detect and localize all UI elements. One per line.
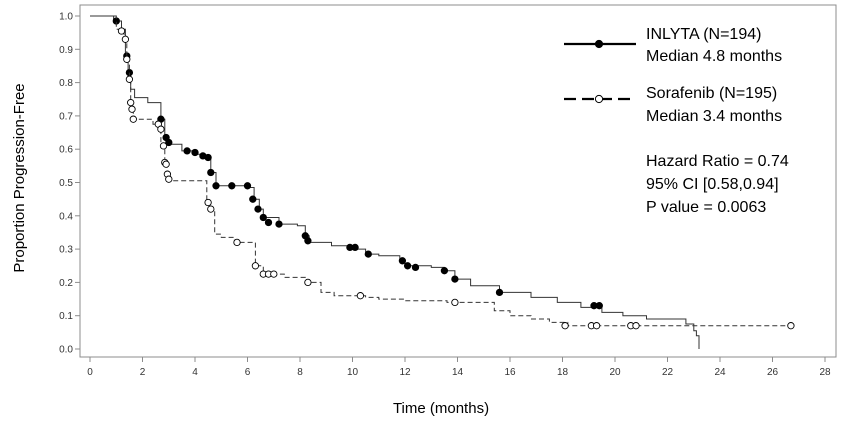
x-tick-label: 10 (347, 367, 359, 378)
censor-marker-sorafenib (592, 322, 601, 330)
stats-annotation: Hazard Ratio = 0.74 95% CI [0.58,0.94] P… (646, 153, 789, 216)
series-layer (90, 15, 795, 349)
x-tick-label: 0 (87, 367, 93, 378)
censor-marker-inlyta (228, 182, 236, 190)
censor-marker-sorafenib (561, 322, 569, 330)
y-tick-label: 0.6 (59, 145, 73, 156)
y-axis: 0.0 0.1 0.2 0.3 0.4 0.5 0.6 0.7 0.8 0.9 1.0 (59, 12, 80, 356)
p-value-text: P value = 0.0063 (646, 199, 766, 216)
y-tick-label: 0.1 (59, 311, 73, 322)
y-tick-label: 0.0 (59, 345, 73, 356)
y-tick-label: 0.3 (59, 245, 73, 256)
censor-marker-inlyta (411, 263, 420, 272)
censor-marker-inlyta (191, 148, 199, 157)
censor-marker-sorafenib (125, 75, 134, 83)
censor-marker-sorafenib (304, 278, 312, 287)
legend-median-sorafenib: Median 3.4 months (646, 108, 782, 125)
y-tick-label: 0.9 (59, 45, 73, 56)
censor-marker-sorafenib (159, 142, 168, 150)
legend-marker-inlyta (594, 39, 604, 49)
legend-label-inlyta: INLYTA (N=194) (646, 26, 761, 43)
km-curve-inlyta (90, 15, 700, 349)
x-tick-label: 22 (662, 367, 674, 378)
censor-marker-inlyta (165, 138, 173, 147)
x-tick-label: 16 (504, 367, 516, 378)
censor-marker-sorafenib (270, 270, 278, 278)
y-tick-label: 0.8 (59, 78, 73, 89)
censor-marker-inlyta (595, 302, 603, 310)
confidence-interval-text: 95% CI [0.58,0.94] (646, 176, 779, 193)
censor-marker-sorafenib (356, 292, 365, 300)
censor-marker-sorafenib (787, 322, 795, 330)
censor-marker-sorafenib (204, 198, 212, 207)
censor-marker-sorafenib (207, 205, 215, 213)
censor-marker-inlyta (304, 237, 312, 245)
x-tick-label: 12 (399, 367, 411, 378)
hazard-ratio-text: Hazard Ratio = 0.74 (646, 153, 789, 170)
censor-marker-sorafenib (233, 238, 241, 247)
censor-marker-sorafenib (117, 27, 126, 35)
y-axis-title: Proportion Progression-Free (11, 83, 28, 272)
censor-marker-inlyta (254, 205, 262, 213)
censor-marker-inlyta (207, 168, 215, 177)
censor-marker-inlyta (204, 153, 212, 162)
censor-marker-sorafenib (162, 160, 170, 168)
y-tick-label: 0.2 (59, 278, 73, 289)
legend: INLYTA (N=194) Median 4.8 months Sorafen… (564, 26, 782, 125)
censor-marker-sorafenib (251, 262, 260, 270)
x-tick-label: 20 (609, 367, 621, 378)
legend-marker-sorafenib (594, 94, 604, 104)
censor-marker-sorafenib (123, 55, 131, 63)
y-tick-label: 0.5 (59, 178, 73, 189)
censor-marker-sorafenib (128, 105, 136, 113)
x-tick-label: 2 (140, 367, 146, 378)
y-tick-label: 0.7 (59, 111, 73, 122)
legend-median-inlyta: Median 4.8 months (646, 48, 782, 65)
censor-marker-inlyta (212, 182, 220, 190)
censor-marker-inlyta (440, 267, 449, 275)
censor-marker-inlyta (259, 213, 267, 222)
censor-marker-inlyta (403, 262, 412, 270)
x-tick-label: 24 (714, 367, 726, 378)
censor-marker-inlyta (451, 275, 459, 283)
x-tick-label: 8 (297, 367, 303, 378)
censor-marker-inlyta (249, 195, 257, 203)
x-tick-label: 28 (819, 367, 831, 378)
censor-marker-sorafenib (632, 322, 640, 330)
x-tick-label: 6 (245, 367, 251, 378)
censor-marker-inlyta (351, 243, 359, 252)
censor-marker-inlyta (264, 218, 273, 227)
x-tick-label: 26 (767, 367, 779, 378)
censor-marker-inlyta (495, 288, 504, 297)
censor-marker-inlyta (364, 250, 372, 258)
x-axis-title: Time (months) (393, 400, 489, 417)
legend-label-sorafenib: Sorafenib (N=195) (646, 85, 777, 102)
x-axis: 0 2 4 6 8 10 12 14 16 18 20 22 24 26 28 (87, 357, 831, 378)
censor-marker-sorafenib (165, 175, 173, 183)
y-tick-label: 1.0 (59, 12, 73, 23)
censor-marker-sorafenib (451, 298, 459, 307)
censor-marker-sorafenib (129, 115, 137, 123)
x-tick-label: 4 (192, 367, 198, 378)
y-tick-label: 0.4 (59, 211, 73, 222)
censor-marker-sorafenib (121, 35, 130, 43)
censor-marker-sorafenib (127, 98, 135, 107)
censor-marker-inlyta (243, 182, 252, 190)
x-tick-label: 14 (452, 367, 464, 378)
x-tick-label: 18 (557, 367, 569, 378)
censor-marker-inlyta (275, 220, 283, 228)
censor-marker-inlyta (398, 257, 407, 265)
censor-marker-inlyta (183, 147, 191, 155)
censor-marker-sorafenib (157, 125, 165, 133)
